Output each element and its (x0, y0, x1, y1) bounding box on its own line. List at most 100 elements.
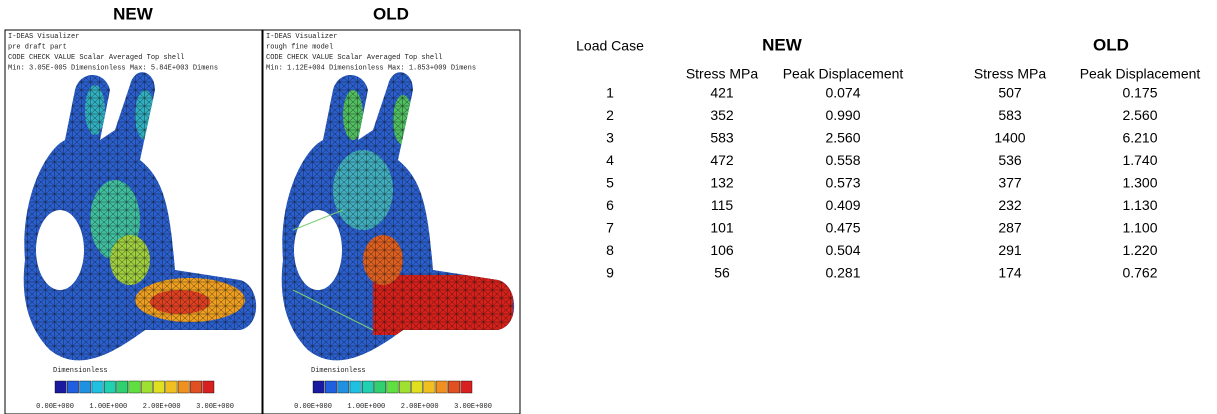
table-cell: 6.210 (1122, 130, 1157, 146)
table-cell: 1.300 (1122, 175, 1157, 191)
table-cell: 507 (998, 85, 1022, 101)
colorbar-cell (350, 381, 361, 393)
colorbar-cell (104, 381, 115, 393)
table-cell: 5 (606, 175, 614, 191)
table-cell: 1.740 (1122, 152, 1157, 168)
colorbar-cell (461, 381, 472, 393)
colorbar-cell (166, 381, 177, 393)
table-cell: 4 (606, 152, 614, 168)
scale-label: 3.00E+000 (454, 403, 492, 411)
colorbar-cell (424, 381, 435, 393)
scale-label: 3.00E+000 (196, 403, 234, 411)
scale-label: 1.00E+000 (347, 403, 385, 411)
panel-header: OLD (373, 4, 409, 23)
colorbar-cell (325, 381, 336, 393)
table-cell: 583 (710, 130, 734, 146)
column-header: Peak Displacement (1080, 66, 1201, 82)
colorbar-cell (178, 381, 189, 393)
legend-title: Dimensionless (311, 367, 366, 375)
column-header: Stress MPa (686, 66, 759, 82)
colorbar-cell (153, 381, 164, 393)
table-cell: 106 (710, 242, 734, 258)
table-corner: Load Case (576, 38, 644, 54)
table-cell: 536 (998, 152, 1022, 168)
table-cell: 0.990 (825, 107, 860, 123)
colorbar-cell (387, 381, 398, 393)
table-cell: 3 (606, 130, 614, 146)
scale-label: 0.00E+000 (294, 403, 332, 411)
table-cell: 0.074 (825, 85, 860, 101)
colorbar-cell (55, 381, 66, 393)
colorbar-cell (80, 381, 91, 393)
column-header: Stress MPa (974, 66, 1047, 82)
table-cell: 1.100 (1122, 220, 1157, 236)
colorbar-cell (411, 381, 422, 393)
table-cell: 352 (710, 107, 734, 123)
table-cell: 1400 (994, 130, 1025, 146)
colorbar-cell (129, 381, 140, 393)
table-cell: 9 (606, 265, 614, 281)
table-cell: 1.130 (1122, 197, 1157, 213)
table-cell: 6 (606, 197, 614, 213)
table-cell: 8 (606, 242, 614, 258)
scale-label: 2.00E+000 (143, 403, 181, 411)
table-cell: 56 (714, 265, 730, 281)
table-cell: 115 (711, 197, 734, 213)
viewer-info: Min: 1.12E+004 Dimensionless Max: 1.853+… (266, 64, 476, 72)
legend-title: Dimensionless (53, 367, 108, 375)
page: NEW I-DEAS Visualizer pre draft part CODE C… (0, 0, 1217, 414)
colorbar-cell (399, 381, 410, 393)
table-cell: 0.409 (825, 197, 860, 213)
viewer-info: I-DEAS Visualizer (8, 33, 79, 41)
viewer-info: pre draft part (8, 43, 67, 51)
table-cell: 0.504 (825, 242, 860, 258)
colorbar-cell (203, 381, 214, 393)
viewer-info: rough fine model (266, 43, 333, 51)
table-cell: 132 (710, 175, 734, 191)
colorbar-cell (117, 381, 128, 393)
table-cell: 421 (710, 85, 734, 101)
table-cell: 2.560 (825, 130, 860, 146)
scale-label: 0.00E+000 (36, 403, 74, 411)
table-cell: 174 (998, 265, 1022, 281)
table-cell: 232 (998, 197, 1022, 213)
group-header: OLD (1093, 35, 1129, 54)
colorbar-cell (92, 381, 103, 393)
table-cell: 0.281 (825, 265, 860, 281)
figure: NEW I-DEAS Visualizer pre draft part CODE C… (0, 0, 1217, 414)
table-cell: 1.220 (1122, 242, 1157, 258)
table-cell: 7 (606, 220, 614, 236)
colorbar-cell (141, 381, 152, 393)
table-cell: 583 (998, 107, 1022, 123)
table-cell: 2.560 (1122, 107, 1157, 123)
table-cell: 0.175 (1122, 85, 1157, 101)
viewer-info: CODE CHECK VALUE Scalar Averaged Top she… (266, 54, 442, 62)
viewer-info: Min: 3.05E-005 Dimensionless Max: 5.84E+… (8, 64, 218, 72)
colorbar-cell (448, 381, 459, 393)
table-cell: 0.475 (825, 220, 860, 236)
colorbar-cell (190, 381, 201, 393)
colorbar-cell (375, 381, 386, 393)
scale-label: 1.00E+000 (89, 403, 127, 411)
table-cell: 287 (998, 220, 1022, 236)
colorbar-cell (313, 381, 324, 393)
table-cell: 472 (710, 152, 734, 168)
table-cell: 0.762 (1122, 265, 1157, 281)
table-cell: 291 (998, 242, 1022, 258)
colorbar-cell (67, 381, 78, 393)
table-cell: 377 (998, 175, 1022, 191)
table-cell: 0.573 (825, 175, 860, 191)
table-cell: 2 (606, 107, 614, 123)
table-cell: 1 (606, 85, 614, 101)
colorbar-cell (338, 381, 349, 393)
colorbar-cell (362, 381, 373, 393)
viewer-info: I-DEAS Visualizer (266, 33, 337, 41)
panel-header: NEW (113, 4, 154, 23)
column-header: Peak Displacement (783, 66, 904, 82)
table-cell: 101 (710, 220, 734, 236)
scale-label: 2.00E+000 (401, 403, 439, 411)
table-cell: 0.558 (825, 152, 860, 168)
colorbar-cell (436, 381, 447, 393)
group-header: NEW (762, 35, 803, 54)
viewer-info: CODE CHECK VALUE Scalar Averaged Top she… (8, 54, 184, 62)
